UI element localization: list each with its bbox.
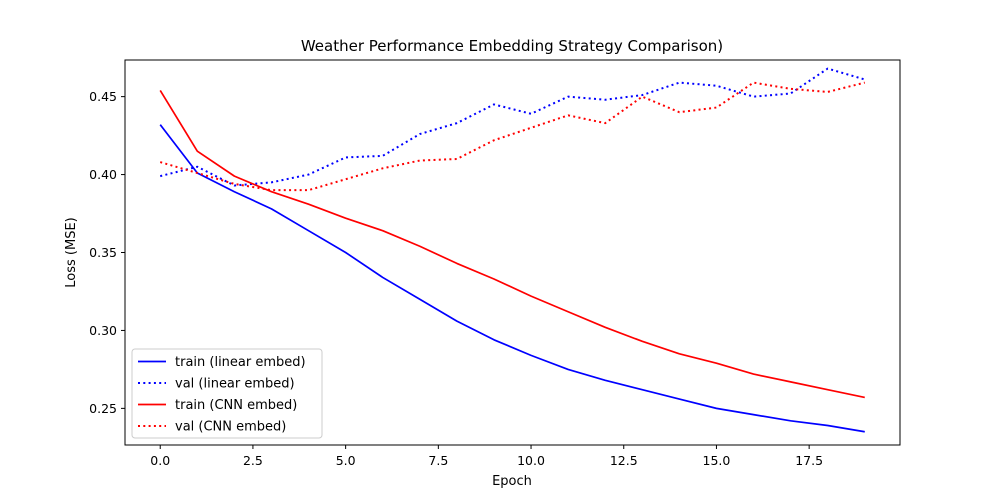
legend-label-2: val (linear embed): [175, 377, 295, 392]
legend-label-1: train (linear embed): [175, 355, 306, 370]
legend-box: [131, 348, 323, 439]
x-tick-label: 15.0: [703, 453, 731, 468]
x-tick-label: 7.5: [428, 453, 448, 468]
x-tick-label: 10.0: [517, 453, 545, 468]
x-axis: 0.0 2.5 5.0 7.5 10.0 12.5 15.0 17.5: [150, 445, 823, 468]
y-tick-label: 0.35: [89, 245, 117, 260]
series-line-4: [159, 81, 866, 192]
chart-title: Weather Performance Embedding Strategy C…: [301, 37, 723, 55]
x-tick-label: 17.5: [795, 453, 823, 468]
y-tick-label: 0.45: [89, 89, 117, 104]
series-line-2: [159, 67, 866, 187]
x-tick-label: 2.5: [243, 453, 263, 468]
legend: train (linear embed) val (linear embed) tr…: [131, 348, 323, 439]
y-tick-label: 0.25: [89, 401, 117, 416]
legend-label-4: val (CNN embed): [175, 420, 286, 435]
plot-area: [159, 67, 866, 433]
y-axis-label: Loss (MSE): [64, 217, 79, 287]
legend-label-3: train (CNN embed): [175, 398, 297, 413]
y-tick-label: 0.30: [89, 323, 117, 338]
series-line-3: [159, 89, 865, 399]
y-axis: 0.25 0.30 0.35 0.40 0.45: [89, 89, 125, 416]
x-axis-label: Epoch: [492, 474, 532, 489]
series-line-1: [159, 124, 865, 433]
x-tick-label: 12.5: [610, 453, 638, 468]
y-tick-label: 0.40: [89, 167, 117, 182]
x-tick-label: 0.0: [150, 453, 170, 468]
x-tick-label: 5.0: [336, 453, 356, 468]
